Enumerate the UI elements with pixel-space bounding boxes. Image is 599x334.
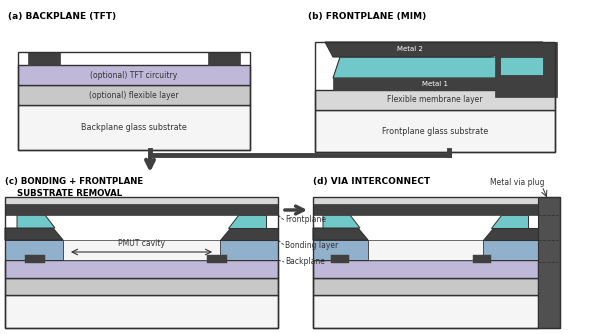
- Bar: [538, 197, 560, 328]
- Bar: [5, 197, 278, 328]
- Text: Frontplane glass substrate: Frontplane glass substrate: [382, 127, 488, 136]
- Bar: [5, 278, 278, 295]
- Text: Backplane: Backplane: [285, 258, 325, 267]
- Bar: [5, 197, 278, 204]
- Bar: [331, 255, 349, 263]
- Bar: [313, 197, 538, 204]
- Bar: [5, 204, 278, 215]
- Bar: [5, 240, 63, 260]
- Bar: [313, 278, 538, 295]
- Bar: [28, 52, 60, 65]
- Bar: [25, 255, 45, 263]
- Bar: [333, 78, 537, 90]
- Polygon shape: [491, 215, 528, 228]
- Bar: [313, 260, 538, 278]
- Text: SUBSTRATE REMOVAL: SUBSTRATE REMOVAL: [5, 189, 122, 198]
- Polygon shape: [325, 42, 543, 57]
- Polygon shape: [5, 228, 63, 240]
- Polygon shape: [323, 215, 360, 228]
- Bar: [18, 105, 250, 150]
- Text: Backplane glass substrate: Backplane glass substrate: [81, 123, 187, 132]
- Polygon shape: [228, 215, 266, 228]
- Polygon shape: [17, 215, 55, 228]
- Bar: [208, 52, 240, 65]
- Bar: [495, 42, 557, 97]
- Polygon shape: [333, 57, 537, 78]
- Text: Metal via plug: Metal via plug: [491, 178, 545, 187]
- Text: Frontplane: Frontplane: [285, 215, 326, 224]
- Bar: [313, 197, 560, 328]
- Text: Metal 1: Metal 1: [422, 81, 448, 87]
- Text: PMUT cavity: PMUT cavity: [118, 239, 165, 248]
- Text: (b) FRONTPLANE (MIM): (b) FRONTPLANE (MIM): [308, 12, 426, 21]
- Text: (optional) TFT circuitry: (optional) TFT circuitry: [90, 70, 178, 79]
- Bar: [63, 240, 220, 260]
- Bar: [368, 240, 483, 260]
- Bar: [220, 240, 278, 260]
- Polygon shape: [313, 228, 368, 240]
- Text: Metal 2: Metal 2: [397, 46, 423, 52]
- Bar: [18, 52, 250, 150]
- Bar: [315, 90, 555, 110]
- Bar: [313, 295, 538, 328]
- Text: (a) BACKPLANE (TFT): (a) BACKPLANE (TFT): [8, 12, 116, 21]
- Bar: [18, 65, 250, 85]
- Text: Flexible membrane layer: Flexible membrane layer: [387, 96, 483, 105]
- Polygon shape: [220, 228, 278, 240]
- Text: (d) VIA INTERCONNECT: (d) VIA INTERCONNECT: [313, 177, 430, 186]
- Bar: [18, 85, 250, 105]
- Bar: [5, 295, 278, 328]
- Bar: [483, 240, 538, 260]
- Bar: [315, 42, 555, 152]
- Bar: [207, 255, 227, 263]
- Text: Bonding layer: Bonding layer: [285, 240, 338, 249]
- Text: (optional) flexible layer: (optional) flexible layer: [89, 91, 179, 100]
- Bar: [313, 204, 538, 215]
- Text: (c) BONDING + FRONTPLANE: (c) BONDING + FRONTPLANE: [5, 177, 143, 186]
- Bar: [313, 240, 368, 260]
- Bar: [315, 110, 555, 152]
- Polygon shape: [483, 228, 538, 240]
- Bar: [473, 255, 491, 263]
- Bar: [5, 260, 278, 278]
- Polygon shape: [500, 57, 543, 75]
